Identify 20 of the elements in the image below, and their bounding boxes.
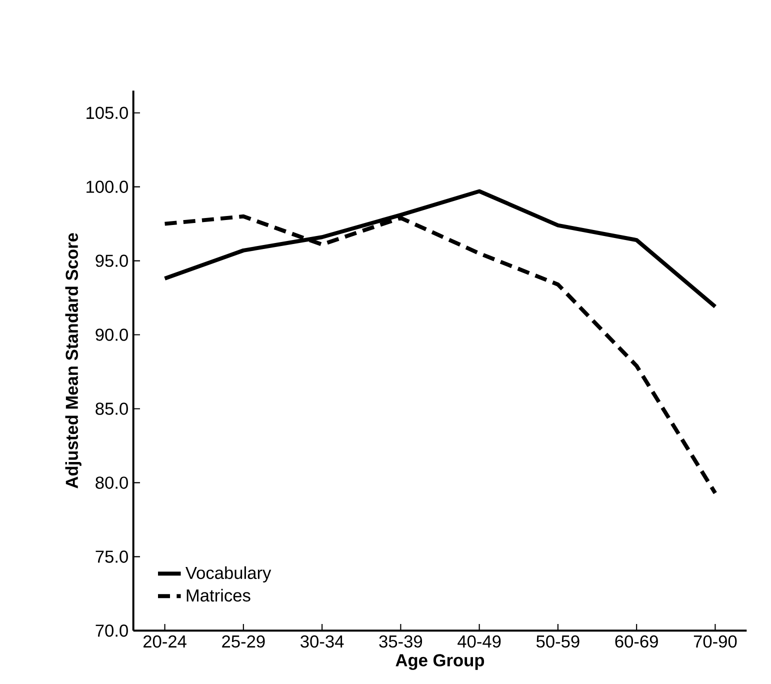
y-tick-label: 75.0 [96,550,128,563]
y-tick-label: 70.0 [96,624,128,637]
y-tick-label: 80.0 [96,476,128,489]
x-axis-title: Age Group [396,654,484,670]
x-tick-label: 25-29 [222,635,265,648]
x-tick-label: 30-34 [300,635,344,648]
y-tick-label: 95.0 [96,254,128,267]
y-axis-title: Adjusted Mean Standard Score [65,233,82,488]
x-tick-label: 40-49 [458,635,501,648]
y-tick-label: 85.0 [96,402,128,415]
legend-label: Vocabulary [186,566,272,582]
x-tick-label: 70-90 [694,635,737,648]
legend-label: Matrices [186,588,250,602]
x-tick-label: 35-39 [379,635,422,648]
x-tick-label: 60-69 [615,635,658,648]
y-tick-label: 105.0 [86,106,128,119]
y-tick-label: 100.0 [86,180,128,193]
x-tick-label: 50-59 [536,635,580,648]
x-tick-label: 20-24 [144,635,186,648]
y-tick-label: 90.0 [96,328,128,341]
